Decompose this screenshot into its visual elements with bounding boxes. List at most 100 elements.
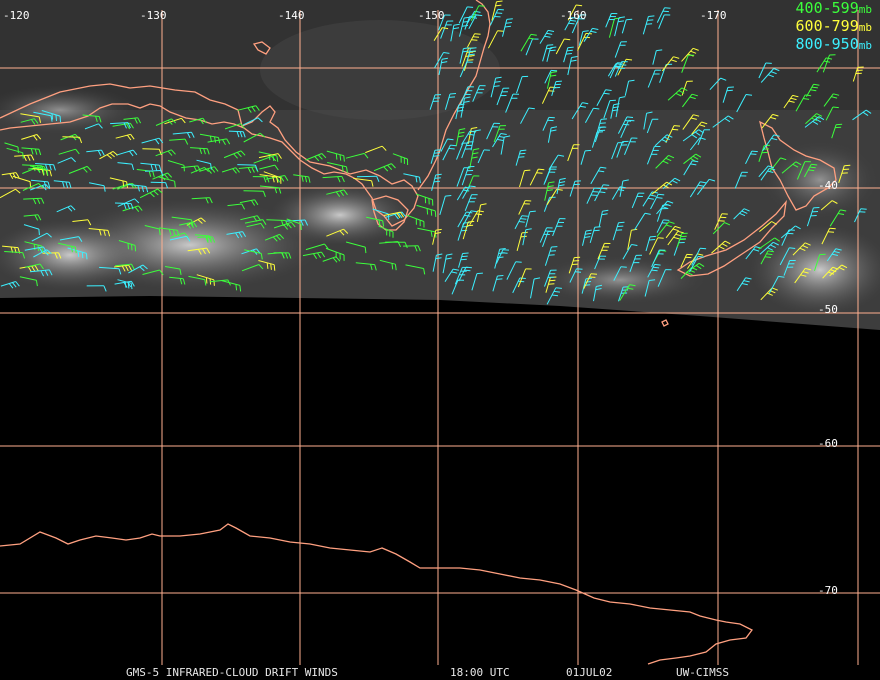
lat-label: -70 [818, 584, 838, 597]
wind-barb [159, 227, 180, 237]
wind-barb [619, 179, 629, 197]
wind-barb [144, 225, 161, 236]
wind-barb [30, 183, 51, 191]
wind-barb [609, 62, 624, 79]
wind-barb [691, 121, 708, 135]
wind-barb [366, 216, 385, 227]
wind-barb [469, 148, 480, 169]
wind-barb [258, 260, 276, 271]
wind-barb [155, 118, 177, 126]
wind-barb [567, 56, 578, 76]
wind-barb [157, 176, 176, 188]
wind-barb [117, 162, 135, 171]
wind-barb [691, 247, 707, 266]
wind-barb [405, 264, 426, 275]
wind-barb [327, 162, 348, 173]
lat-label: -60 [818, 437, 838, 450]
wind-barb [305, 153, 327, 162]
wind-barb [665, 125, 681, 143]
lon-label: -130 [140, 9, 167, 22]
wind-barb [539, 227, 553, 243]
wind-barb [179, 221, 198, 229]
kangaroo-island [252, 41, 271, 55]
wind-barb [265, 175, 289, 183]
wind-barb [803, 163, 818, 178]
wind-barb [462, 185, 476, 199]
wind-barb [35, 163, 56, 171]
wind-barb [590, 166, 607, 185]
wind-barb [241, 264, 264, 272]
wind-barb [542, 116, 555, 131]
wind-barb [586, 187, 601, 204]
wind-barb [657, 269, 672, 287]
wind-barb [466, 33, 481, 48]
wind-barb [792, 242, 811, 256]
wind-barb [619, 284, 636, 301]
wind-barb [459, 47, 470, 64]
wind-barb [563, 46, 574, 63]
wind-barb [21, 147, 42, 156]
time-stamp: 18:00 UTC [450, 666, 510, 679]
wind-barb [23, 197, 45, 205]
wind-barb [353, 177, 374, 187]
wind-barb [114, 264, 133, 272]
wind-barb [552, 218, 566, 237]
wind-barb [186, 217, 206, 226]
wind-barb [31, 232, 52, 242]
wind-barb [57, 157, 76, 164]
wind-barb [816, 57, 833, 73]
wind-barb [226, 231, 247, 239]
wind-barb [89, 182, 106, 192]
wind-barb [326, 228, 349, 237]
wind-barb [196, 159, 212, 170]
wind-barb [605, 13, 618, 28]
wind-barb [58, 242, 77, 254]
wind-barb [252, 176, 270, 183]
wind-barb [769, 157, 787, 172]
wind-barb [416, 193, 434, 206]
source-credit: UW-CIMSS [676, 666, 729, 679]
wind-barb [267, 252, 285, 259]
wind-barb [115, 133, 135, 141]
wind-barb [110, 122, 131, 129]
wind-barb [406, 214, 425, 228]
wind-barb [259, 174, 279, 183]
wind-barb [167, 160, 185, 172]
wind-barb [127, 183, 149, 193]
wind-barb [29, 165, 49, 176]
australia-east-coast [417, 0, 491, 191]
wind-barb [62, 136, 83, 144]
wind-barb [439, 195, 452, 216]
tasmania [371, 195, 409, 231]
wind-barb [683, 160, 699, 176]
wind-barb [118, 240, 137, 252]
wind-barb [243, 190, 266, 197]
wind-barb [676, 232, 688, 248]
wind-barb [242, 117, 263, 126]
date-stamp: 01JUL02 [566, 666, 613, 679]
wind-barb [823, 93, 840, 107]
wind-barb [194, 234, 212, 242]
wind-barb [712, 115, 734, 128]
wind-barb [758, 165, 775, 178]
wind-barb [471, 272, 483, 291]
wind-barb [99, 266, 122, 275]
wind-barb [221, 167, 240, 174]
wind-barb [646, 118, 659, 134]
wind-barb [434, 52, 450, 68]
wind-barb [806, 207, 820, 227]
wind-barb [651, 249, 666, 268]
wind-barb [403, 173, 421, 184]
wind-barb [392, 153, 409, 166]
wind-barb [470, 129, 481, 151]
wind-barb [631, 192, 645, 209]
lon-label: -170 [700, 9, 727, 22]
wind-barb [433, 27, 449, 41]
wind-barb [571, 102, 589, 120]
wind-barb [795, 94, 812, 112]
wind-barb [460, 86, 474, 105]
wind-barb [56, 205, 76, 213]
wind-barb [622, 244, 638, 260]
wind-barb [438, 14, 451, 31]
